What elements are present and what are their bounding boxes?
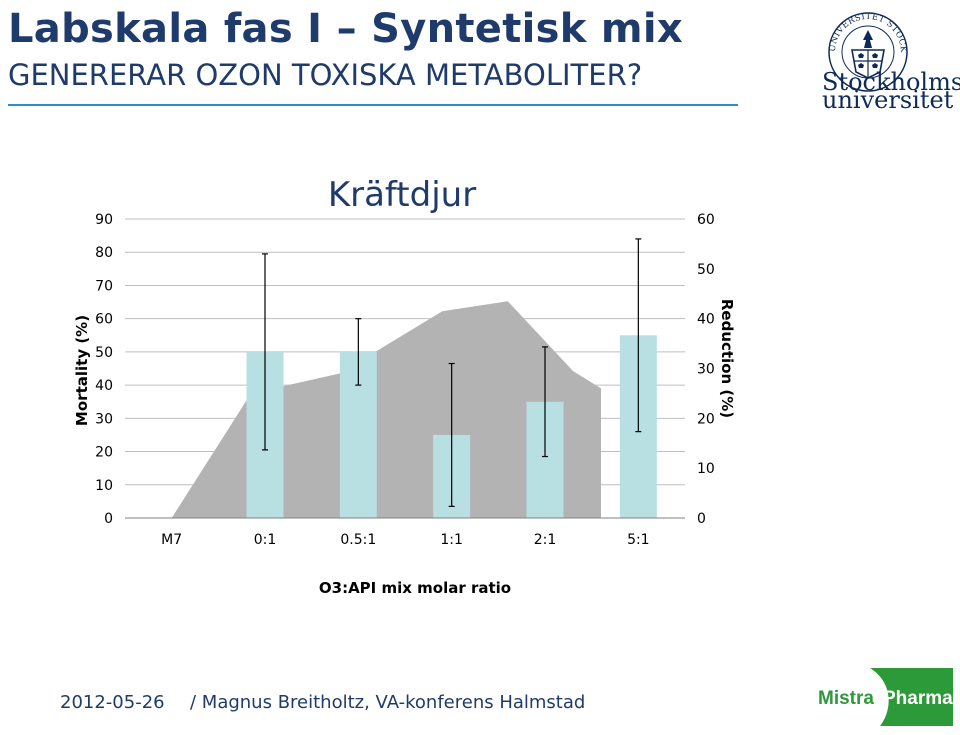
y-tick-label: 80	[95, 245, 113, 261]
y-tick-label: 90	[95, 212, 113, 228]
slide-title: Labskala fas I – Syntetisk mix	[8, 6, 683, 52]
y2-tick-label: 60	[697, 212, 715, 228]
y-tick-label: 30	[95, 411, 113, 427]
university-name-line1: Stockholms	[822, 68, 960, 96]
title-underline	[8, 104, 738, 106]
y-tick-label: 20	[95, 445, 113, 461]
mortality-reduction-chart: 0 10 20 30 40 50 60 70 80 90 0 10 20 30 40 50 60 M7 0:1 0.5…	[73, 175, 736, 597]
x-tick-label: 2:1	[534, 532, 557, 548]
y2-tick-label: 30	[697, 362, 715, 378]
x-tick-label: 5:1	[627, 532, 650, 548]
y-tick-label: 70	[95, 278, 113, 294]
footer-date: 2012-05-26	[60, 692, 165, 713]
x-tick-label: 0:1	[254, 532, 277, 548]
y2-tick-label: 50	[697, 262, 715, 278]
stockholm-university-seal-icon: UNIVERSITET STOCKHOLMS	[822, 0, 908, 92]
chart-title: Kräftdjur	[328, 175, 476, 215]
y-tick-label: 50	[95, 345, 113, 361]
slide-subtitle: GENERERAR OZON TOXISKA METABOLITER?	[8, 58, 643, 92]
x-tick-label: M7	[161, 532, 182, 548]
mistra-word: Mistra	[818, 688, 874, 709]
y-tick-label: 40	[95, 378, 113, 394]
y2-tick-label: 10	[697, 461, 715, 477]
y-tick-label: 0	[104, 511, 113, 527]
footer-text: / Magnus Breitholtz, VA-konferens Halmst…	[190, 692, 586, 713]
y-tick-label: 10	[95, 478, 113, 494]
y-tick-label: 60	[95, 312, 113, 328]
y2-axis-title: Reduction (%)	[718, 299, 736, 418]
y2-tick-label: 0	[697, 511, 706, 527]
mistra-pharma-logo: Mistra Pharma	[818, 668, 953, 726]
y2-tick-label: 20	[697, 411, 715, 427]
pharma-word: Pharma	[883, 688, 953, 709]
x-tick-label: 1:1	[440, 532, 463, 548]
y-axis-title: Mortality (%)	[73, 315, 91, 426]
x-tick-label: 0.5:1	[340, 532, 376, 548]
y2-tick-label: 40	[697, 312, 715, 328]
x-axis-title: O3:API mix molar ratio	[319, 579, 511, 597]
university-name-line2: universitet	[822, 86, 954, 114]
